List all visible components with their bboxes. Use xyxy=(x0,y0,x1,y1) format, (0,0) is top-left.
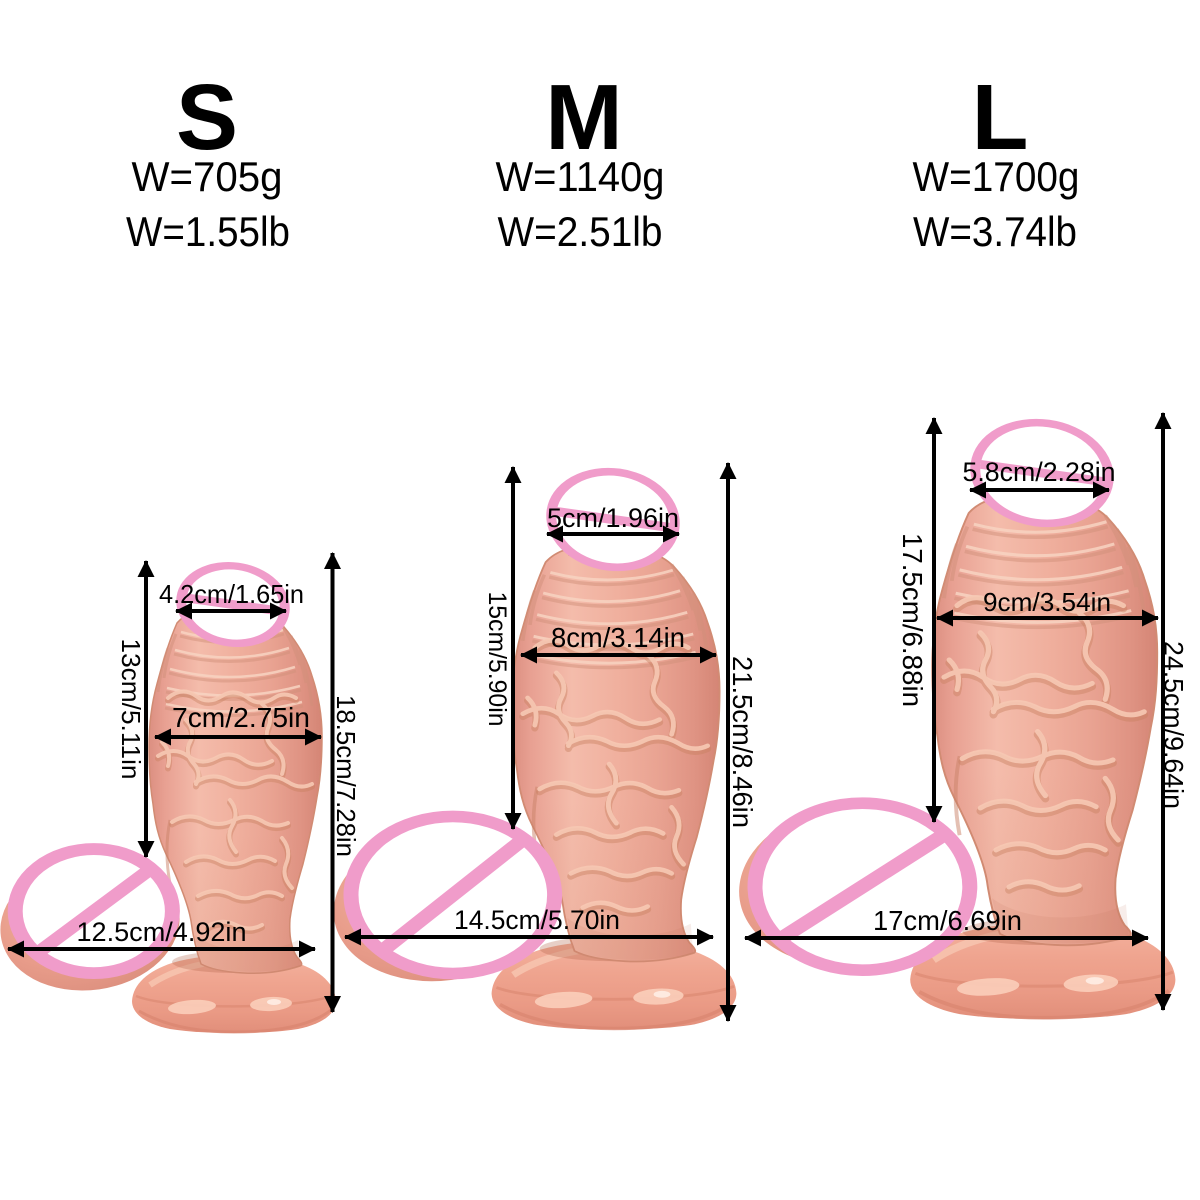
svg-text:21.5cm/8.46in: 21.5cm/8.46in xyxy=(727,656,758,828)
svg-text:12.5cm/4.92in: 12.5cm/4.92in xyxy=(77,917,247,947)
svg-text:17cm/6.69in: 17cm/6.69in xyxy=(873,905,1022,936)
svg-text:W=2.51lb: W=2.51lb xyxy=(498,208,663,255)
svg-text:S: S xyxy=(176,65,238,169)
svg-text:5.8cm/2.28in: 5.8cm/2.28in xyxy=(963,457,1116,487)
svg-text:24.5cm/9.64in: 24.5cm/9.64in xyxy=(1159,641,1189,809)
svg-text:W=1140g: W=1140g xyxy=(496,153,665,200)
svg-text:W=705g: W=705g xyxy=(132,153,283,200)
svg-text:17.5cm/6.88in: 17.5cm/6.88in xyxy=(897,533,928,707)
svg-text:M: M xyxy=(545,65,622,169)
svg-text:W=1700g: W=1700g xyxy=(913,153,1080,200)
svg-text:9cm/3.54in: 9cm/3.54in xyxy=(983,587,1111,617)
svg-text:5cm/1.96in: 5cm/1.96in xyxy=(547,503,679,533)
svg-text:W=1.55lb: W=1.55lb xyxy=(126,208,290,255)
svg-text:8cm/3.14in: 8cm/3.14in xyxy=(551,622,685,653)
svg-text:W=3.74lb: W=3.74lb xyxy=(913,208,1077,255)
svg-text:13cm/5.11in: 13cm/5.11in xyxy=(116,639,146,780)
svg-text:18.5cm/7.28in: 18.5cm/7.28in xyxy=(331,695,361,857)
svg-text:14.5cm/5.70in: 14.5cm/5.70in xyxy=(454,905,620,935)
svg-text:4.2cm/1.65in: 4.2cm/1.65in xyxy=(159,579,304,609)
svg-text:7cm/2.75in: 7cm/2.75in xyxy=(172,702,310,733)
svg-text:15cm/5.90in: 15cm/5.90in xyxy=(483,592,511,727)
svg-text:L: L xyxy=(972,65,1029,169)
